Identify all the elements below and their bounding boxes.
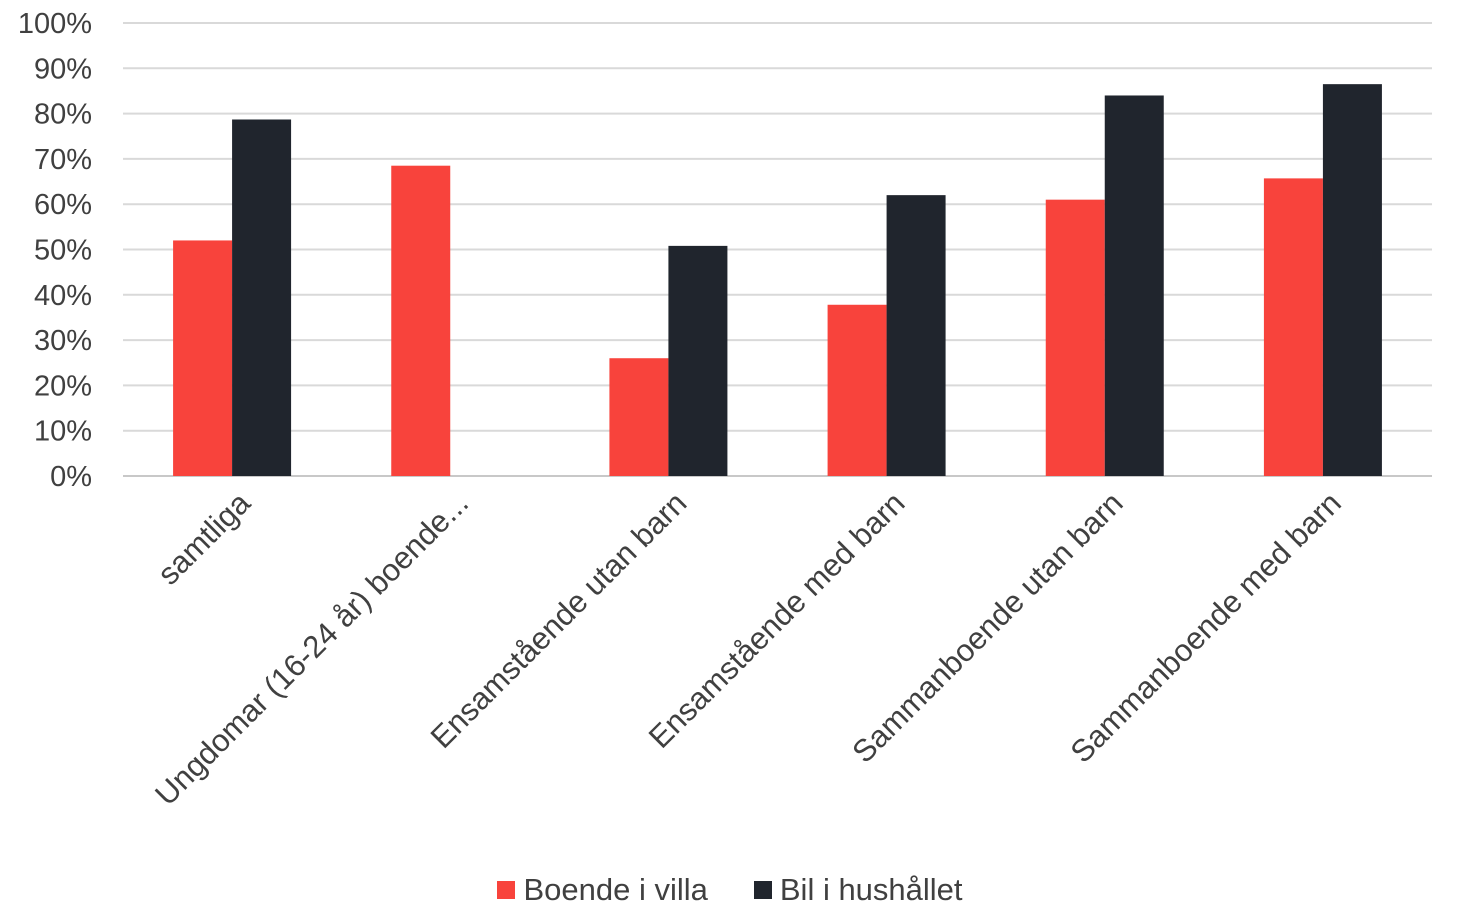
gridlines — [123, 22, 1432, 477]
bars — [173, 84, 1382, 477]
bar-bil — [668, 245, 728, 476]
y-tick-label: 60% — [34, 189, 92, 221]
bar-villa — [1263, 178, 1323, 476]
bar-bil — [232, 119, 292, 476]
y-tick-label: 70% — [34, 144, 92, 176]
legend: Boende i villa Bil i hushållet — [0, 872, 1460, 908]
y-tick-label: 80% — [34, 99, 92, 131]
bar-bil — [1322, 84, 1382, 476]
legend-label-villa: Boende i villa — [523, 872, 708, 907]
legend-swatch-villa — [497, 881, 516, 899]
legend-item-villa: Boende i villa — [497, 872, 708, 908]
bar-bil — [1104, 95, 1164, 476]
bar-bil — [886, 195, 946, 476]
bar-villa — [173, 240, 233, 476]
bar-villa — [827, 304, 887, 476]
y-tick-label: 50% — [34, 235, 92, 267]
y-tick-label: 40% — [34, 280, 92, 312]
y-tick-label: 90% — [34, 53, 92, 85]
y-tick-label: 10% — [34, 416, 92, 448]
y-tick-label: 100% — [18, 8, 92, 40]
x-category-label: Ensamstående utan barn — [424, 485, 694, 755]
bar-villa — [391, 165, 451, 476]
bar-villa — [1045, 199, 1105, 477]
y-axis: 0% 10% 20% 30% 40% 50% 60% 70% 80% 90% 100% — [18, 8, 92, 493]
legend-item-bil: Bil i hushållet — [753, 872, 963, 908]
legend-swatch-bil — [753, 881, 772, 899]
y-tick-label: 30% — [34, 325, 92, 357]
legend-label-bil: Bil i hushållet — [779, 872, 963, 907]
x-category-label: Ensamstående med barn — [642, 485, 912, 755]
y-tick-label: 20% — [34, 370, 92, 402]
bar-villa — [609, 358, 669, 476]
x-category-label: samtliga — [151, 485, 258, 592]
y-tick-label: 0% — [50, 461, 92, 493]
